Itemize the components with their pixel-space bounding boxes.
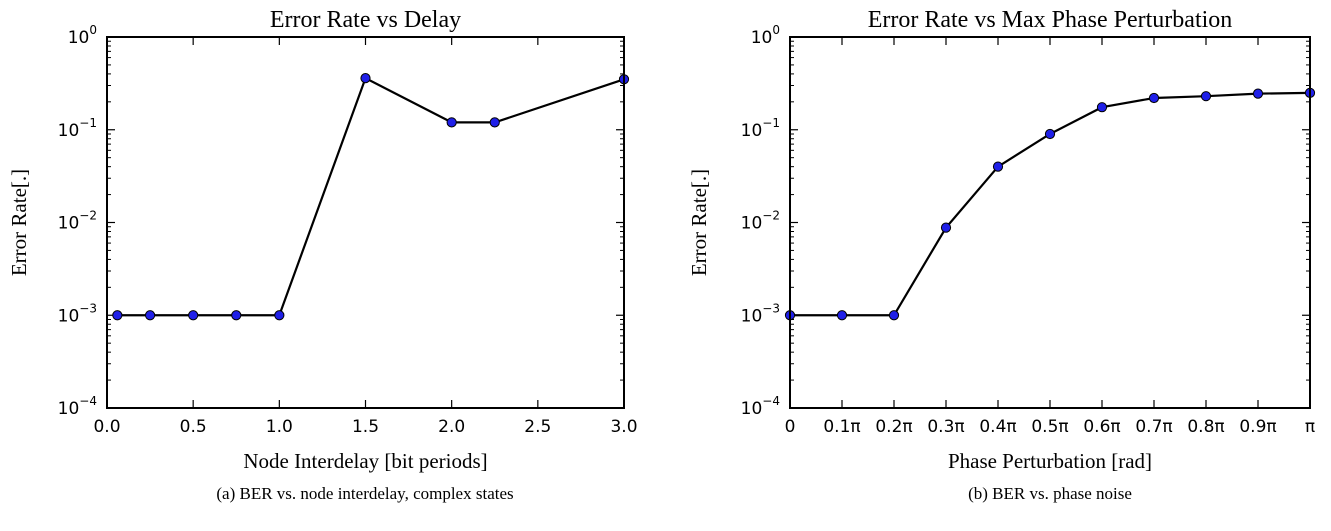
- chart-b-x-tick-label: 0.9π: [1239, 417, 1276, 437]
- chart-b-x-tick-label: 0.2π: [875, 417, 912, 437]
- chart-b-svg: 10−4 10−3 10−2 10−1 100 0 0.1π 0.2π 0.3π 0.4π 0.5π…: [687, 7, 1315, 473]
- chart-b-plot-frame: [789, 36, 1311, 409]
- chart-a-series-line: [117, 76, 625, 317]
- chart-b-x-tick-label: 0.4π: [979, 417, 1016, 437]
- chart-b-title: Error Rate vs Max Phase Perturbation: [868, 7, 1233, 33]
- chart-b-data-point: [992, 161, 1004, 172]
- chart-b-x-tick-label: 0: [785, 417, 796, 437]
- chart-b-y-tick-label: 10−1: [741, 116, 780, 141]
- chart-b-data-point: [940, 222, 952, 233]
- chart-panel-b: 10−4 10−3 10−2 10−1 100 0 0.1π 0.2π 0.3π 0.4π 0.5π…: [680, 0, 1331, 531]
- chart-a-title: Error Rate vs Delay: [270, 7, 461, 33]
- chart-b-y-axis-label: Error Rate[.]: [687, 169, 711, 276]
- chart-b-y-tick-label: 100: [751, 23, 780, 48]
- chart-b-x-tick-label: 0.1π: [823, 417, 860, 437]
- chart-b-x-axis-label: Phase Perturbation [rad]: [948, 449, 1152, 473]
- chart-b-y-tick-label: 10−2: [741, 209, 780, 234]
- chart-a-data-point: [188, 310, 199, 321]
- chart-a-caption: (a) BER vs. node interdelay, complex sta…: [216, 484, 514, 503]
- chart-b-x-tick-label: 0.8π: [1187, 417, 1224, 437]
- chart-a-data-point: [274, 310, 285, 321]
- chart-a-data-point: [144, 310, 156, 321]
- chart-b-y-tick-label: 10−4: [741, 394, 780, 419]
- chart-a-y-tick-label: 100: [68, 23, 97, 48]
- chart-a-data-point: [112, 310, 123, 321]
- chart-a-x-tick-label: 1.5: [352, 417, 379, 437]
- chart-b-series-line: [790, 91, 1311, 317]
- chart-b-y-tick-label: 10−3: [741, 301, 780, 326]
- chart-a-data-point: [231, 310, 242, 321]
- chart-a-x-tick-label: 2.5: [524, 417, 551, 437]
- chart-b-caption: (b) BER vs. phase noise: [968, 484, 1132, 503]
- chart-a-data-point: [446, 117, 457, 128]
- chart-b-data-point: [1044, 128, 1056, 140]
- chart-panel-a: 10−4 10−3 10−2 10−1 100 0.0 0.5 1.0 1.5 2.0 2.5 3.0…: [0, 0, 660, 531]
- chart-a-svg: 10−4 10−3 10−2 10−1 100 0.0 0.5 1.0 1.5 2.0 2.5 3.0…: [7, 7, 638, 473]
- chart-b-data-point: [836, 310, 848, 321]
- chart-b-x-tick-label: 0.7π: [1135, 417, 1172, 437]
- chart-a-x-axis-label: Node Interdelay [bit periods]: [243, 449, 487, 473]
- chart-b-x-tick-label: 0.6π: [1083, 417, 1120, 437]
- chart-a-y-axis-label: Error Rate[.]: [7, 169, 31, 276]
- chart-a-x-tick-label: 0.0: [93, 417, 120, 437]
- chart-a-x-tick-label: 1.0: [266, 417, 293, 437]
- chart-a-data-point: [489, 117, 500, 128]
- chart-b-x-tick-label: π: [1305, 417, 1315, 437]
- chart-b-data-point: [888, 310, 900, 321]
- chart-a-y-tick-label: 10−1: [58, 116, 97, 141]
- chart-a-x-tick-label: 0.5: [180, 417, 207, 437]
- chart-b-x-tick-label: 0.5π: [1031, 417, 1068, 437]
- chart-a-x-tick-label: 2.0: [438, 417, 465, 437]
- chart-b-data-point: [1200, 91, 1212, 102]
- chart-a-y-tick-label: 10−2: [58, 209, 97, 234]
- chart-b-data-point: [1096, 102, 1108, 113]
- chart-a-y-tick-label: 10−4: [58, 394, 97, 419]
- chart-b-data-point: [1148, 92, 1160, 104]
- chart-a-y-tick-label: 10−3: [58, 301, 97, 326]
- chart-b-data-point: [1252, 88, 1264, 99]
- chart-a-x-tick-label: 3.0: [610, 417, 637, 437]
- chart-a-plot-frame: [106, 36, 625, 409]
- chart-a-data-point: [360, 73, 371, 84]
- chart-b-x-tick-label: 0.3π: [927, 417, 964, 437]
